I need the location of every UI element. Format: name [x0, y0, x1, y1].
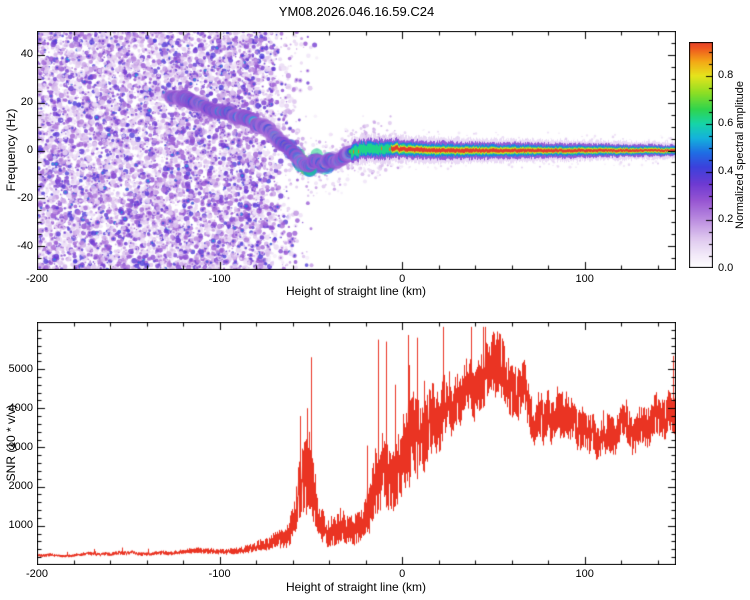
spectrogram-y-tick-label: -40 [17, 239, 33, 252]
snr-y-tick-label: 2000 [8, 480, 33, 493]
snr-y-tick-label: 4000 [8, 401, 33, 414]
snr-x-tick-label: 0 [399, 568, 406, 580]
spectrogram-y-tick-label: 40 [20, 48, 33, 61]
snr-x-tick-label: -200 [25, 568, 49, 580]
figure-title: YM08.2026.046.16.59.C24 [278, 4, 435, 19]
spectrogram-canvas [37, 31, 676, 270]
colorbar-tick-label: 0.2 [718, 213, 734, 226]
spectrogram-x-tick-label: 100 [575, 273, 594, 285]
colorbar-canvas [689, 42, 713, 268]
colorbar-tick-label: 0.0 [718, 261, 734, 274]
snr-y-tick-label: 5000 [8, 362, 33, 375]
spectrogram-x-tick-label: 0 [399, 273, 406, 285]
spectrogram-y-tick-label: 20 [20, 96, 33, 109]
spectrogram-xaxis-label: Height of straight line (km) [285, 284, 427, 298]
snr-x-tick-label: 100 [575, 568, 594, 580]
snr-xaxis-label: Height of straight line (km) [285, 580, 427, 594]
colorbar-label: Normalized spectral amplitude [734, 81, 746, 229]
snr-plot-canvas [37, 322, 676, 565]
snr-y-tick-label: 1000 [8, 519, 33, 532]
colorbar-tick-label: 0.8 [718, 69, 734, 82]
colorbar-tick-label: 0.6 [718, 117, 734, 130]
colorbar-tick-label: 0.4 [718, 165, 734, 178]
spectrogram-x-tick-label: -100 [208, 273, 231, 285]
snr-y-tick-label: 3000 [8, 440, 33, 453]
snr-x-tick-label: -100 [208, 568, 231, 580]
spectrogram-y-tick-label: 0 [26, 144, 33, 156]
spectrogram-x-tick-label: -200 [25, 273, 49, 285]
spectrogram-y-tick-label: -20 [17, 191, 33, 204]
